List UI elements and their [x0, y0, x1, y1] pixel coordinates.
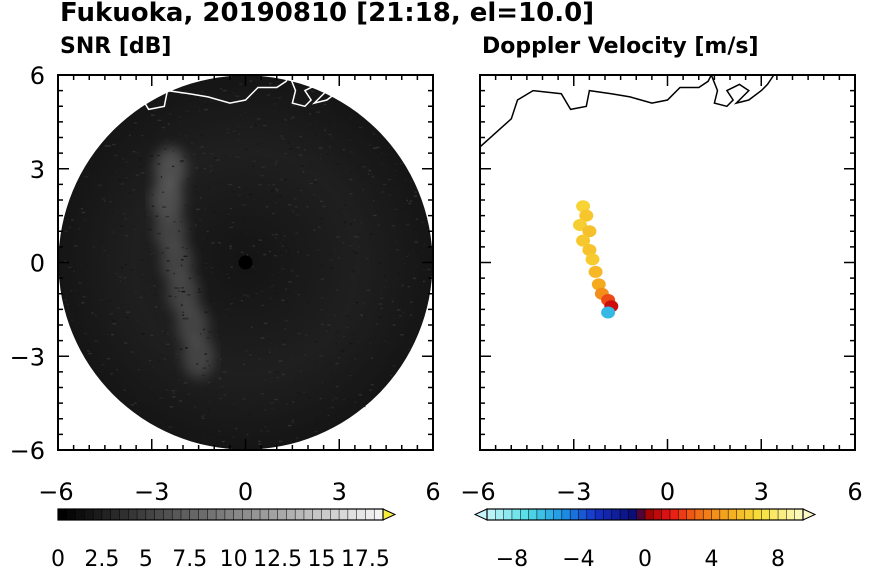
snr-colorbar-tick-label: 7.5 — [172, 547, 207, 570]
doppler-x-tick-label: 3 — [754, 478, 769, 506]
snr-y-tick-label: 0 — [30, 250, 45, 278]
snr-colorbar-tick-label: 0 — [51, 547, 65, 570]
doppler-coastline — [480, 75, 775, 148]
doppler-echo-point — [588, 265, 603, 278]
doppler-echo-point — [582, 244, 597, 256]
snr-panel-title: SNR [dB] — [60, 34, 172, 59]
doppler-colorbar-max-arrow — [802, 508, 817, 521]
snr-x-tick-label: 6 — [425, 478, 440, 506]
doppler-echo-point — [579, 209, 594, 222]
doppler-x-tick-label: 6 — [847, 478, 862, 506]
doppler-x-tick-label: −3 — [556, 478, 591, 506]
doppler-axis-ticks — [479, 74, 856, 451]
doppler-echo-point — [601, 306, 616, 319]
doppler-panel: −6 −3 0 3 6 — [460, 74, 863, 506]
snr-y-tick-label: 3 — [30, 156, 45, 184]
doppler-echo-point — [585, 253, 600, 266]
doppler-echo-point — [582, 225, 597, 238]
doppler-echo-point — [573, 219, 587, 231]
doppler-plot-frame — [479, 74, 856, 451]
snr-colorbar-extend-arrow — [382, 508, 397, 521]
doppler-colorbar-tick-label: −8 — [496, 547, 528, 570]
snr-colorbar-tick-label: 17.5 — [341, 547, 390, 570]
snr-y-tick-label: 6 — [30, 62, 45, 90]
doppler-echo-region — [573, 200, 619, 319]
snr-x-tick-label: −6 — [38, 478, 73, 506]
snr-colorbar-tick-label: 2.5 — [84, 547, 119, 570]
doppler-colorbar — [473, 508, 817, 521]
doppler-x-tick-label: −6 — [460, 478, 495, 506]
doppler-panel-title: Doppler Velocity [m/s] — [482, 34, 759, 59]
snr-y-tick-label: −3 — [10, 343, 45, 371]
doppler-x-tick-label: 0 — [660, 478, 675, 506]
snr-colorbar-tick-label: 10 — [220, 547, 248, 570]
snr-colorbar-tick-label: 15 — [308, 547, 336, 570]
doppler-colorbar-tick-label: 4 — [705, 547, 719, 570]
snr-colorbar-tick-label: 5 — [139, 547, 153, 570]
snr-noise-texture — [64, 80, 431, 445]
snr-y-tick-label: −6 — [10, 437, 45, 465]
doppler-echo-point — [576, 234, 591, 247]
snr-panel: −6 −3 0 3 6 6 3 0 −3 −6 — [10, 62, 441, 506]
doppler-echo-point — [576, 200, 591, 213]
doppler-colorbar-tick-label: 8 — [771, 547, 785, 570]
figure-title: Fukuoka, 20190810 [21:18, el=10.0] — [60, 0, 595, 28]
snr-enhanced-band — [151, 146, 215, 379]
snr-colorbar-tick-label: 12.5 — [253, 547, 302, 570]
doppler-colorbar-tick-label: −4 — [562, 547, 594, 570]
radar-site-marker — [238, 255, 253, 270]
snr-colorbar — [57, 508, 397, 521]
snr-x-tick-label: −3 — [134, 478, 169, 506]
snr-x-tick-label: 0 — [238, 478, 253, 506]
snr-x-tick-label: 3 — [332, 478, 347, 506]
doppler-colorbar-tick-label: 0 — [638, 547, 652, 570]
doppler-echo-point — [591, 278, 606, 291]
doppler-colorbar-min-arrow — [473, 508, 488, 521]
snr-axis-ticks — [57, 74, 434, 451]
snr-coastline — [58, 75, 353, 148]
